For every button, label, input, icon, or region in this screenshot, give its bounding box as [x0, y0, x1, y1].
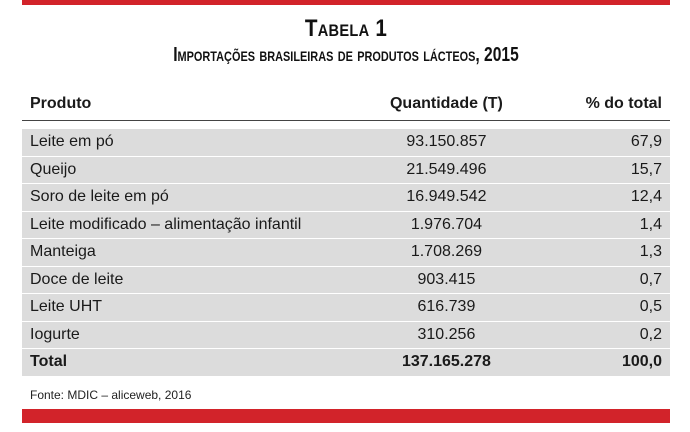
table-row: Manteiga 1.708.269 1,3 [22, 238, 670, 267]
table-row: Leite UHT 616.739 0,5 [22, 293, 670, 322]
cell-percentual: 0,2 [533, 321, 670, 349]
cell-quantidade: 310.256 [358, 321, 534, 349]
table-row: Queijo 21.549.496 15,7 [22, 156, 670, 184]
table-row: Leite modificado – alimentação infantil … [22, 211, 670, 239]
table-subtitle: Importações brasileiras de produtos láct… [173, 44, 519, 66]
table-row: Iogurte 310.256 0,2 [22, 321, 670, 349]
cell-produto: Queijo [22, 156, 359, 184]
cell-quantidade: 1.708.269 [358, 238, 534, 267]
cell-produto: Manteiga [22, 238, 359, 267]
cell-produto: Leite em pó [22, 129, 359, 157]
cell-percentual: 0,5 [533, 293, 670, 322]
cell-produto: Doce de leite [22, 266, 359, 294]
cell-quantidade: 93.150.857 [358, 129, 534, 157]
cell-percentual: 1,4 [533, 211, 670, 239]
cell-produto: Leite UHT [22, 293, 359, 322]
cell-quantidade: 16.949.542 [358, 183, 534, 212]
total-percentual: 100,0 [533, 348, 670, 377]
cell-produto: Soro de leite em pó [22, 183, 359, 212]
table-caption: Tabela 1 Importações brasileiras de prod… [22, 14, 670, 66]
cell-percentual: 0,7 [533, 266, 670, 294]
bottom-red-bar [22, 409, 670, 423]
cell-percentual: 15,7 [533, 156, 670, 184]
total-label: Total [22, 348, 359, 377]
cell-percentual: 67,9 [533, 129, 670, 157]
cell-produto: Leite modificado – alimentação infantil [22, 211, 359, 239]
cell-quantidade: 21.549.496 [358, 156, 534, 184]
table-row: Doce de leite 903.415 0,7 [22, 266, 670, 294]
source-note: Fonte: MDIC – aliceweb, 2016 [30, 388, 192, 402]
cell-quantidade: 903.415 [358, 266, 534, 294]
table-row: Leite em pó 93.150.857 67,9 [22, 129, 670, 157]
header-percentual: % do total [533, 88, 670, 121]
imports-table: Produto Quantidade (T) % do total Leite … [22, 88, 670, 377]
cell-percentual: 1,3 [533, 238, 670, 267]
cell-produto: Iogurte [22, 321, 359, 349]
table-title: Tabela 1 [304, 15, 388, 42]
table-row: Soro de leite em pó 16.949.542 12,4 [22, 183, 670, 212]
cell-percentual: 12,4 [533, 183, 670, 212]
header-produto: Produto [22, 88, 359, 121]
top-red-rule [22, 0, 670, 5]
cell-quantidade: 1.976.704 [358, 211, 534, 239]
header-quantidade: Quantidade (T) [358, 88, 534, 121]
total-quantidade: 137.165.278 [358, 348, 534, 377]
total-row: Total 137.165.278 100,0 [22, 348, 670, 377]
header-row: Produto Quantidade (T) % do total [22, 88, 670, 121]
cell-quantidade: 616.739 [358, 293, 534, 322]
